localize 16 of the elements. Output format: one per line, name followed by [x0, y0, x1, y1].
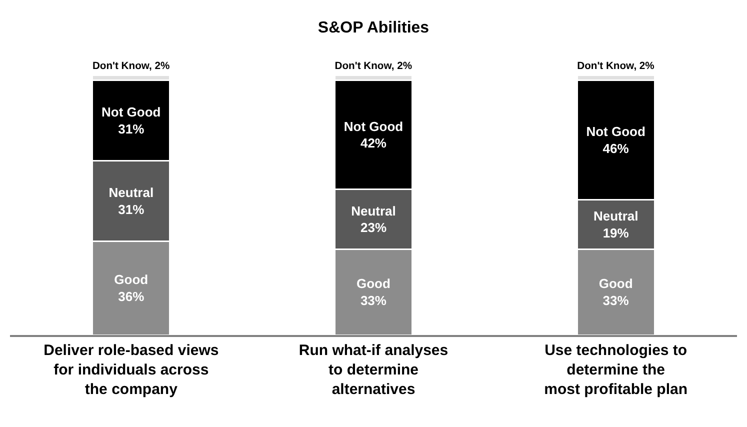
- x-tick-label: Deliver role-based views for individuals across the company: [44, 342, 219, 398]
- data-label: Not Good 42%: [344, 118, 404, 151]
- data-label: Don't Know, 2%: [334, 61, 412, 72]
- data-label: Good 33%: [356, 276, 390, 308]
- data-label: Not Good 46%: [586, 124, 646, 156]
- chart-title: S&OP Abilities: [318, 20, 430, 37]
- data-label: Neutral 31%: [108, 185, 154, 218]
- x-tick-label: Use technologies to determine the most profitable plan: [544, 342, 688, 398]
- x-tick-label: Run what-if analyses to determine alternatives: [298, 342, 448, 398]
- data-label: Don't Know, 2%: [577, 61, 654, 72]
- data-label: Good 36%: [114, 272, 148, 304]
- data-label: Good 33%: [598, 276, 633, 308]
- data-label: Neutral 19%: [593, 208, 638, 240]
- data-label: Neutral 23%: [351, 203, 396, 236]
- data-label: Don't Know, 2%: [92, 61, 170, 72]
- data-label: Not Good 31%: [102, 104, 161, 136]
